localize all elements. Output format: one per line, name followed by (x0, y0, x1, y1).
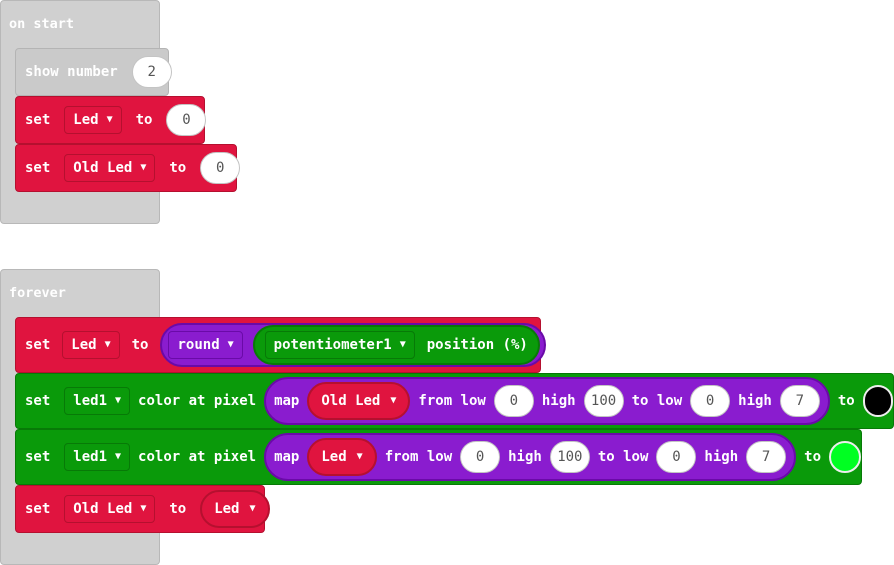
position-label: position (%) (426, 337, 528, 353)
chevron-down-icon: ▼ (104, 339, 111, 350)
chevron-down-icon: ▼ (399, 339, 406, 350)
old-led-variable-label: Old Led (73, 160, 133, 176)
old-led-reporter[interactable]: Old Led ▼ (307, 382, 411, 420)
chevron-down-icon: ▼ (115, 451, 122, 462)
set-keyword: set (25, 337, 51, 353)
show-number-value[interactable]: 2 (131, 56, 172, 88)
to-high-input[interactable]: 7 (746, 441, 787, 473)
set-keyword: set (25, 449, 51, 465)
high-label: high (738, 393, 772, 409)
to-keyword: to (169, 501, 187, 517)
from-high-input[interactable]: 100 (583, 385, 624, 417)
color-at-pixel-label: color at pixel (138, 393, 257, 409)
to-low-label: to low (631, 393, 683, 409)
old-led-reporter-label: Old Led (321, 393, 381, 409)
led-reporter-label: Led (321, 449, 347, 465)
old-led-variable-dropdown[interactable]: Old Led ▼ (64, 154, 156, 182)
color-swatch-green[interactable] (829, 441, 861, 473)
potentiometer-dropdown[interactable]: potentiometer1 ▼ (264, 331, 415, 359)
set-old-led-block-forever[interactable]: set Old Led ▼ to Led ▼ (15, 485, 270, 533)
color-at-pixel-label: color at pixel (138, 449, 257, 465)
old-led-value-input[interactable]: 0 (200, 152, 241, 184)
to-keyword: to (131, 337, 149, 353)
chevron-down-icon: ▼ (115, 395, 122, 406)
color-swatch-black[interactable] (862, 385, 893, 417)
round-block[interactable]: round ▼ potentiometer1 ▼ position (%) (160, 323, 546, 367)
show-number-block[interactable]: show number 2 (15, 48, 172, 96)
round-label: round (177, 337, 220, 353)
led-value-reporter-label: Led (214, 501, 240, 517)
from-low-label: from low (418, 393, 486, 409)
chevron-down-icon: ▼ (356, 451, 363, 462)
forever-label: forever (9, 285, 66, 301)
strip-label: led1 (73, 449, 108, 465)
strip-label: led1 (73, 393, 108, 409)
old-led-variable-label: Old Led (73, 501, 133, 517)
map-label: map (274, 393, 300, 409)
from-low-input[interactable]: 0 (493, 385, 534, 417)
to-high-input[interactable]: 7 (779, 385, 820, 417)
led-variable-label: Led (71, 337, 97, 353)
old-led-variable-dropdown[interactable]: Old Led ▼ (64, 495, 156, 523)
round-dropdown[interactable]: round ▼ (168, 331, 243, 359)
map-block[interactable]: map Old Led ▼ from low 0 high 100 to low… (264, 377, 830, 425)
high-label: high (541, 393, 576, 409)
led-value-input[interactable]: 0 (166, 104, 207, 136)
to-keyword: to (837, 393, 855, 409)
high-label: high (704, 449, 739, 465)
set-old-led-block-start[interactable]: set Old Led ▼ to 0 (15, 144, 241, 192)
to-keyword: to (804, 449, 821, 465)
chevron-down-icon: ▼ (140, 503, 147, 514)
chevron-down-icon: ▼ (390, 395, 397, 406)
high-label: high (508, 449, 542, 465)
to-low-input[interactable]: 0 (656, 441, 697, 473)
to-low-input[interactable]: 0 (690, 385, 731, 417)
chevron-down-icon: ▼ (106, 114, 113, 125)
to-low-label: to low (597, 449, 649, 465)
from-high-input[interactable]: 100 (549, 441, 590, 473)
show-number-label: show number (25, 64, 118, 80)
set-keyword: set (25, 160, 51, 176)
on-start-label: on start (9, 16, 75, 32)
set-pixel-color-block-1[interactable]: set led1 ▼ color at pixel map Old Led ▼ … (15, 373, 894, 429)
chevron-down-icon: ▼ (140, 162, 147, 173)
set-keyword: set (25, 501, 51, 517)
led-variable-label: Led (73, 112, 99, 128)
to-keyword: to (135, 112, 153, 128)
set-led-block-start[interactable]: set Led ▼ to 0 (15, 96, 207, 144)
set-led-block-forever[interactable]: set Led ▼ to round ▼ potentiometer1 ▼ po… (15, 317, 546, 373)
to-keyword: to (169, 160, 187, 176)
led-variable-dropdown[interactable]: Led ▼ (62, 331, 120, 359)
set-keyword: set (25, 112, 51, 128)
led-variable-dropdown[interactable]: Led ▼ (64, 106, 122, 134)
potentiometer-position-block[interactable]: potentiometer1 ▼ position (%) (252, 325, 540, 365)
led-reporter[interactable]: Led ▼ (307, 438, 377, 476)
from-low-label: from low (384, 449, 453, 465)
strip-dropdown[interactable]: led1 ▼ (64, 387, 131, 415)
strip-dropdown[interactable]: led1 ▼ (64, 443, 131, 471)
chevron-down-icon: ▼ (249, 503, 256, 514)
led-value-reporter[interactable]: Led ▼ (200, 490, 270, 528)
set-pixel-color-block-2[interactable]: set led1 ▼ color at pixel map Led ▼ from… (15, 429, 862, 485)
map-label: map (274, 449, 300, 465)
set-keyword: set (25, 393, 51, 409)
potentiometer-label: potentiometer1 (273, 337, 392, 353)
chevron-down-icon: ▼ (227, 339, 234, 350)
from-low-input[interactable]: 0 (460, 441, 501, 473)
map-block[interactable]: map Led ▼ from low 0 high 100 to low 0 h… (264, 433, 797, 481)
